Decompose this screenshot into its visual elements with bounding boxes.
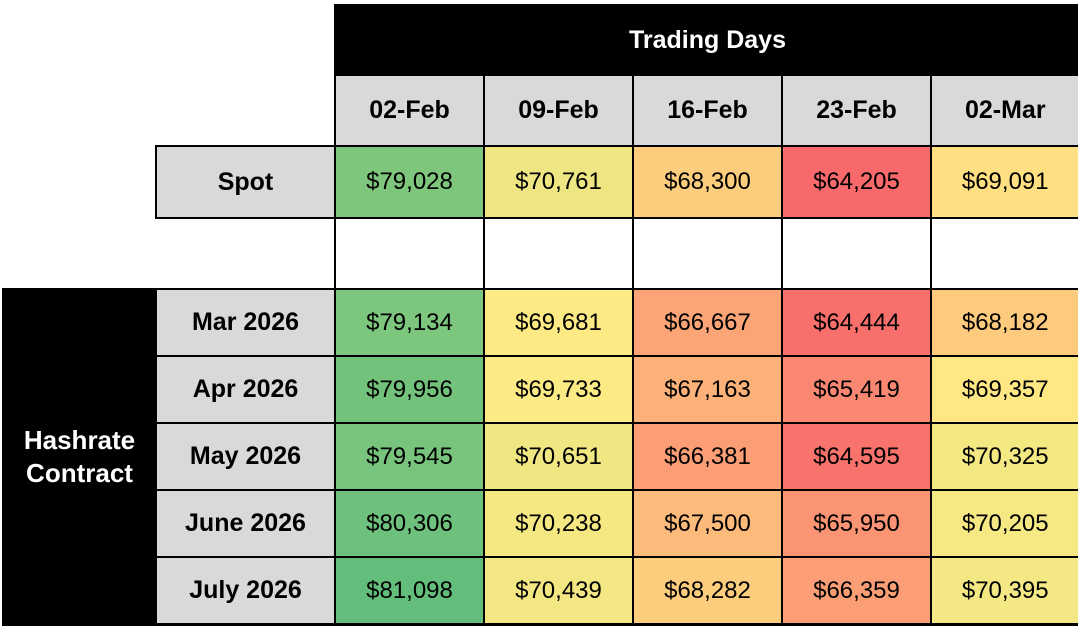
spacer-cell (3, 5, 335, 75)
blank-cell (632, 217, 783, 290)
column-header-16-feb: 16-Feb (632, 73, 783, 147)
hashrate-price-table: Trading Days 02-Feb 09-Feb 16-Feb 23-Feb… (2, 4, 1078, 626)
value-cell: $70,238 (483, 489, 634, 558)
contract-row-june-2026: June 2026 $80,306 $70,238 $67,500 $65,95… (3, 489, 1078, 558)
value-cell: $68,182 (930, 288, 1078, 357)
value-cell: $68,300 (632, 145, 783, 219)
value-cell: $66,667 (632, 288, 783, 357)
table-title: Trading Days (333, 4, 1078, 76)
value-cell: $69,681 (483, 288, 634, 357)
blank-cell (334, 217, 485, 290)
row-label-may-2026: May 2026 (155, 422, 336, 491)
value-cell: $79,028 (334, 145, 485, 219)
row-group-label-hashrate-contract: Hashrate Contract (2, 288, 157, 626)
spacer-cell (3, 146, 156, 218)
contract-row-july-2026: July 2026 $81,098 $70,439 $68,282 $66,35… (3, 556, 1078, 626)
column-header-09-feb: 09-Feb (483, 73, 634, 147)
value-cell: $79,134 (334, 288, 485, 357)
row-label-spot: Spot (155, 145, 336, 219)
spacer-cell (156, 217, 335, 290)
spacer-row (3, 217, 1078, 290)
value-cell: $65,950 (781, 489, 932, 558)
value-cell: $68,282 (632, 556, 783, 626)
value-cell: $70,325 (930, 422, 1078, 491)
row-label-mar-2026: Mar 2026 (155, 288, 336, 357)
value-cell: $70,395 (930, 556, 1078, 626)
value-cell: $67,500 (632, 489, 783, 558)
column-header-02-mar: 02-Mar (930, 73, 1078, 147)
value-cell: $70,439 (483, 556, 634, 626)
value-cell: $70,651 (483, 422, 634, 491)
value-cell: $64,205 (781, 145, 932, 219)
value-cell: $66,359 (781, 556, 932, 626)
spot-row: Spot $79,028 $70,761 $68,300 $64,205 $69… (3, 145, 1078, 219)
blank-cell (930, 217, 1078, 290)
value-cell: $69,357 (930, 355, 1078, 424)
blank-cell (483, 217, 634, 290)
column-header-row: 02-Feb 09-Feb 16-Feb 23-Feb 02-Mar (3, 73, 1078, 147)
value-cell: $66,381 (632, 422, 783, 491)
value-cell: $80,306 (334, 489, 485, 558)
contract-row-mar-2026: Hashrate Contract Mar 2026 $79,134 $69,6… (2, 288, 1078, 626)
row-label-june-2026: June 2026 (155, 489, 336, 558)
blank-cell (781, 217, 932, 290)
spacer-cell (3, 74, 335, 146)
contract-row-may-2026: May 2026 $79,545 $70,651 $66,381 $64,595… (3, 422, 1078, 491)
value-cell: $67,163 (632, 355, 783, 424)
column-header-23-feb: 23-Feb (781, 73, 932, 147)
value-cell: $69,091 (930, 145, 1078, 219)
value-cell: $64,444 (781, 288, 932, 357)
row-label-apr-2026: Apr 2026 (155, 355, 336, 424)
value-cell: $79,545 (334, 422, 485, 491)
value-cell: $70,761 (483, 145, 634, 219)
value-cell: $69,733 (483, 355, 634, 424)
column-header-02-feb: 02-Feb (334, 73, 485, 147)
value-cell: $70,205 (930, 489, 1078, 558)
title-row: Trading Days (3, 4, 1078, 76)
value-cell: $81,098 (334, 556, 485, 626)
row-label-july-2026: July 2026 (155, 556, 336, 626)
spacer-cell (3, 218, 156, 289)
contract-row-apr-2026: Apr 2026 $79,956 $69,733 $67,163 $65,419… (3, 355, 1078, 424)
value-cell: $79,956 (334, 355, 485, 424)
value-cell: $65,419 (781, 355, 932, 424)
value-cell: $64,595 (781, 422, 932, 491)
